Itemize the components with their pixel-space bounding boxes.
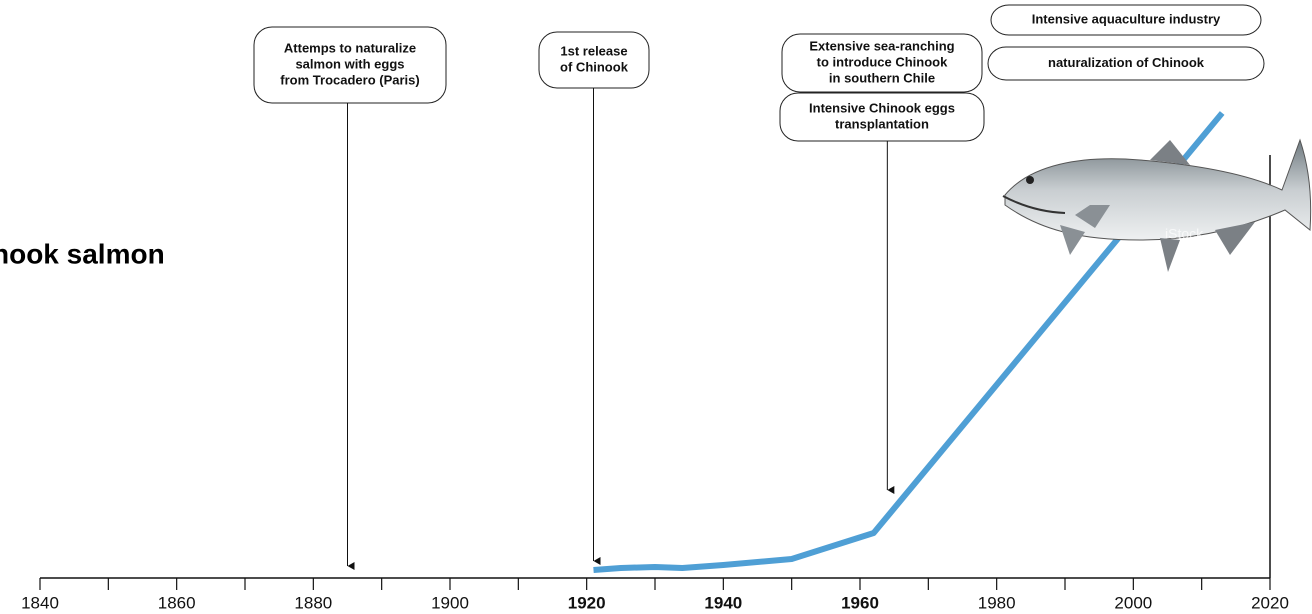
- annotation-text: Attemps to naturalize: [284, 40, 416, 55]
- x-tick-label: 1860: [158, 593, 196, 612]
- annotation-text: 1st release: [560, 43, 627, 58]
- annotation-text: Extensive sea-ranching: [809, 38, 954, 53]
- annotation-text: transplantation: [835, 116, 929, 131]
- x-tick-label: 1880: [294, 593, 332, 612]
- chart-title: nook salmon: [0, 238, 165, 269]
- x-tick-label: 2000: [1114, 593, 1152, 612]
- annotation-text: Intensive aquaculture industry: [1032, 11, 1221, 26]
- chart: nook salmon 1840 1860 1880 1900 1920 1940 1960…: [0, 0, 1312, 614]
- annotation-text: from Trocadero (Paris): [280, 72, 419, 87]
- x-tick-label: 1960: [841, 593, 879, 612]
- annotation-text: naturalization of Chinook: [1048, 55, 1205, 70]
- x-tick-label: 2020: [1251, 593, 1289, 612]
- annotation-text: salmon with eggs: [295, 56, 404, 71]
- x-tick-label: 1900: [431, 593, 469, 612]
- x-tick-label: 1920: [568, 593, 606, 612]
- watermark: iStock: [1165, 226, 1204, 242]
- x-tick-label: 1980: [978, 593, 1016, 612]
- annotation-text: in southern Chile: [829, 70, 935, 85]
- annotation-text: to introduce Chinook: [817, 54, 948, 69]
- annotation-text: Intensive Chinook eggs: [809, 100, 955, 115]
- x-tick-label: 1940: [704, 593, 742, 612]
- annotation-text: of Chinook: [560, 59, 629, 74]
- x-tick-label: 1840: [21, 593, 59, 612]
- fish-illustration: [1003, 140, 1311, 272]
